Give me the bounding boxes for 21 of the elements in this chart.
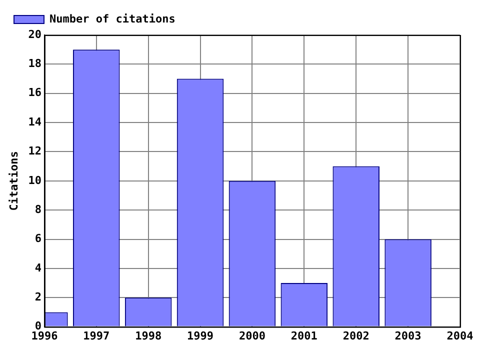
x-tick-label: 2001 [290, 329, 318, 342]
x-tick-label: 1998 [135, 329, 162, 342]
y-tick-label: 12 [28, 144, 42, 158]
y-tick-label: 18 [28, 57, 42, 70]
y-tick-label: 4 [34, 261, 42, 274]
x-tick-label: 2004 [446, 329, 474, 342]
x-tick-label: 2000 [238, 329, 266, 342]
y-tick-label: 14 [28, 115, 42, 128]
y-axis-title: Citations [7, 151, 20, 211]
x-tick-label: 2003 [394, 329, 422, 342]
y-tick-label: 10 [28, 174, 42, 187]
x-tick-label: 1997 [83, 329, 110, 342]
legend-label: Number of citations [50, 12, 176, 26]
y-tick-label: 8 [34, 202, 42, 216]
x-tick-label: 2002 [342, 329, 370, 342]
x-tick-label: 1999 [187, 329, 214, 342]
y-tick-label: 2 [34, 290, 42, 304]
y-tick-label: 6 [34, 232, 42, 246]
x-tick-label: 1996 [31, 329, 58, 342]
y-tick-label: 20 [28, 28, 42, 41]
y-tick-label: 16 [28, 86, 42, 100]
